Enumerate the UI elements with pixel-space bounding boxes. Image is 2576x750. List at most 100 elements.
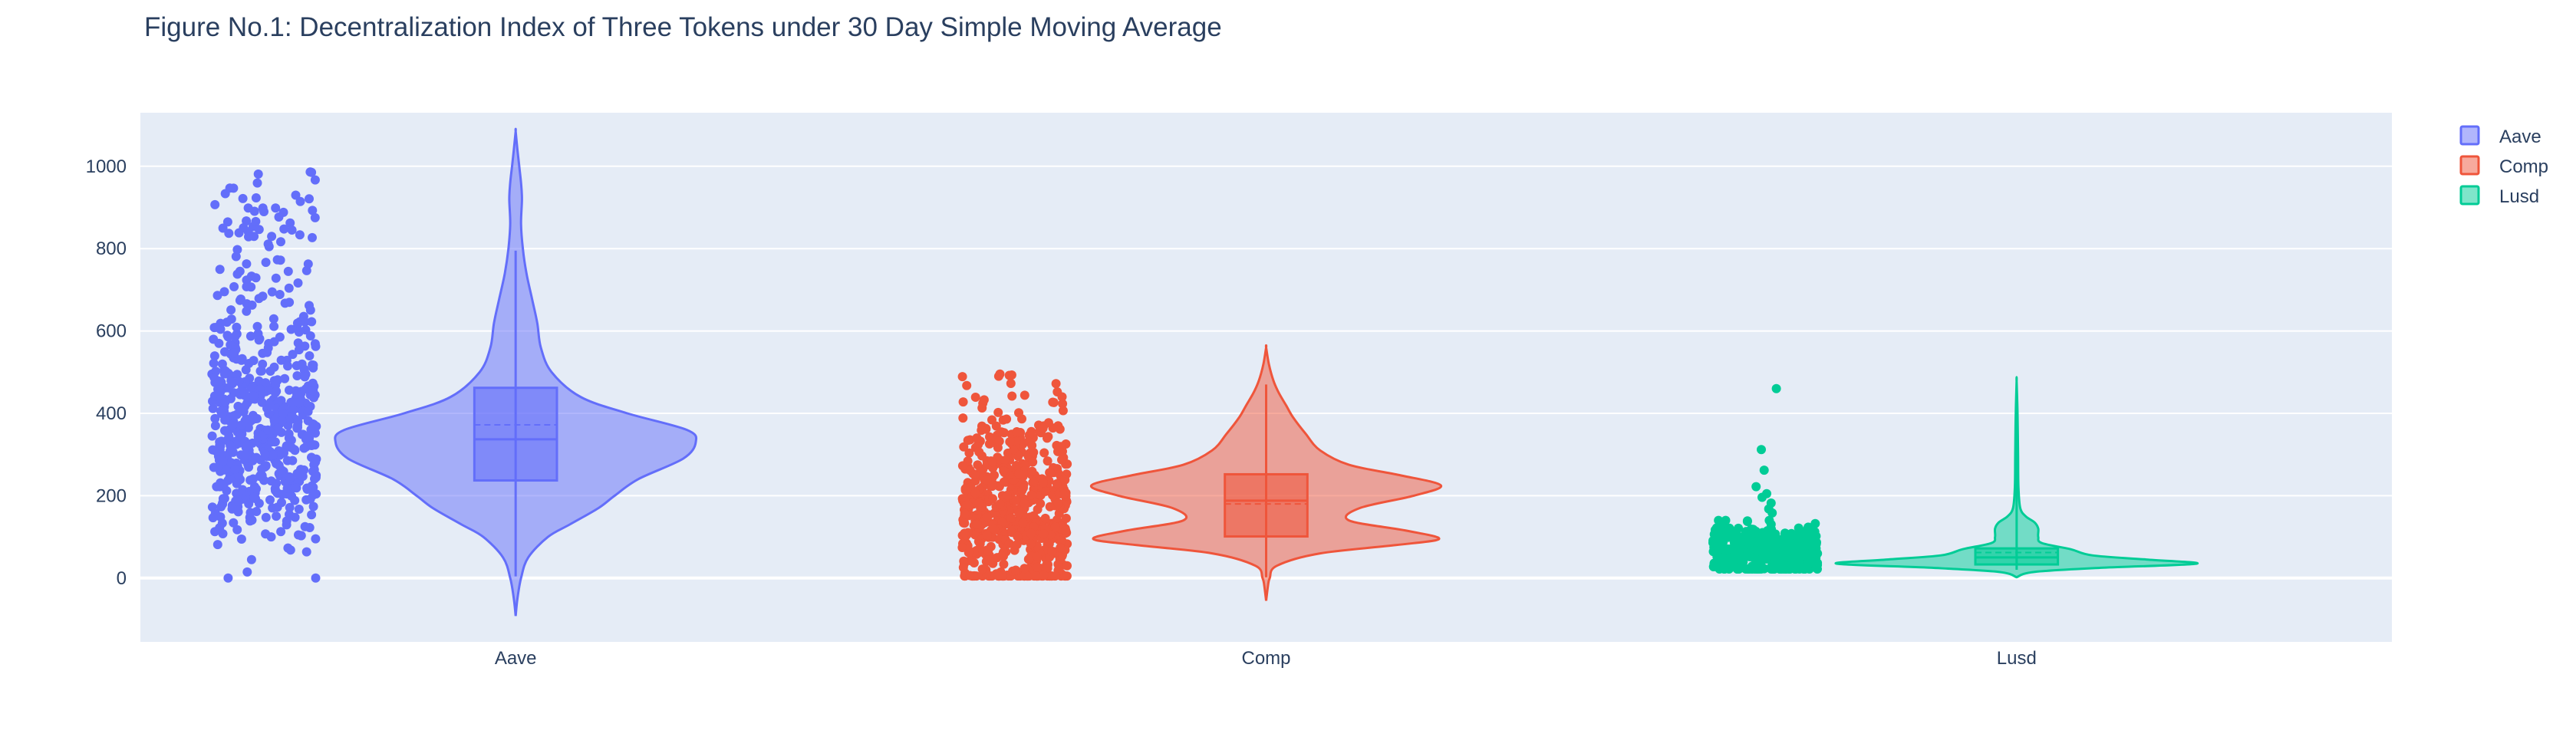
x-tick-label: Aave xyxy=(495,648,537,669)
legend[interactable]: Aave Comp Lusd xyxy=(2459,125,2548,207)
legend-swatch xyxy=(2459,185,2480,206)
data-point xyxy=(300,521,310,531)
data-point xyxy=(220,397,230,407)
data-point xyxy=(285,385,294,395)
data-point xyxy=(285,218,295,228)
data-point xyxy=(1038,423,1048,433)
data-point xyxy=(286,397,296,407)
data-point xyxy=(1050,571,1060,581)
data-point xyxy=(279,224,289,234)
data-point xyxy=(215,523,225,533)
data-point xyxy=(207,502,217,512)
data-point xyxy=(217,359,227,369)
data-point xyxy=(1768,564,1778,574)
data-point xyxy=(212,322,222,332)
data-point xyxy=(1061,525,1071,535)
data-point xyxy=(1046,530,1056,540)
data-point xyxy=(276,237,285,247)
points-comp xyxy=(957,369,1072,581)
data-point xyxy=(1011,495,1021,505)
data-point xyxy=(1027,466,1037,476)
data-point xyxy=(1052,479,1062,488)
legend-item-comp[interactable]: Comp xyxy=(2459,155,2548,177)
data-point xyxy=(249,391,259,401)
data-point xyxy=(1719,564,1729,574)
data-point xyxy=(987,457,997,467)
data-point xyxy=(287,443,297,452)
data-point xyxy=(221,465,231,475)
legend-item-lusd[interactable]: Lusd xyxy=(2459,185,2539,207)
data-point xyxy=(1800,541,1810,551)
data-point xyxy=(301,384,311,394)
data-point xyxy=(987,415,996,425)
data-point xyxy=(257,464,266,474)
data-point xyxy=(961,501,971,510)
data-point xyxy=(1002,414,1012,424)
data-point xyxy=(1810,557,1820,567)
data-point xyxy=(972,519,982,529)
data-point xyxy=(1041,486,1050,496)
data-point xyxy=(210,199,220,209)
data-point xyxy=(1060,571,1070,581)
legend-swatch xyxy=(2459,155,2480,176)
data-point xyxy=(1027,440,1037,450)
data-point xyxy=(285,545,295,555)
data-point xyxy=(1799,564,1809,574)
y-tick-label: 1000 xyxy=(86,156,127,177)
data-point xyxy=(209,334,219,344)
data-point xyxy=(1029,447,1039,457)
data-point xyxy=(209,358,219,368)
data-point xyxy=(960,518,970,528)
data-point xyxy=(254,335,264,345)
data-point xyxy=(255,472,265,482)
data-point xyxy=(977,564,987,574)
legend-item-aave[interactable]: Aave xyxy=(2459,125,2541,147)
data-point xyxy=(259,207,268,216)
data-point xyxy=(1712,551,1722,561)
data-point xyxy=(290,495,300,505)
data-point xyxy=(253,169,263,179)
data-point xyxy=(287,225,297,235)
data-point xyxy=(255,366,265,376)
y-tick-label: 200 xyxy=(96,485,127,506)
data-point xyxy=(263,385,273,395)
data-point xyxy=(1009,445,1019,455)
data-point xyxy=(310,212,320,222)
data-point xyxy=(1046,468,1056,478)
data-point xyxy=(1048,397,1058,407)
data-point xyxy=(215,265,225,275)
data-point xyxy=(249,356,259,366)
data-point xyxy=(1032,571,1042,581)
trace-aave xyxy=(207,127,698,617)
outlier-point xyxy=(1757,492,1767,502)
data-point xyxy=(311,454,321,464)
data-point xyxy=(232,322,242,332)
data-point xyxy=(1014,408,1023,418)
data-point xyxy=(238,193,248,203)
data-point xyxy=(251,273,261,283)
data-point xyxy=(1005,437,1015,447)
data-point xyxy=(245,331,255,341)
data-point xyxy=(269,416,279,426)
data-point xyxy=(235,266,245,276)
data-point xyxy=(999,466,1009,475)
data-point xyxy=(1780,530,1790,540)
data-point xyxy=(988,494,997,504)
data-point xyxy=(216,441,226,451)
data-point xyxy=(272,479,282,488)
data-point xyxy=(251,453,261,463)
data-point xyxy=(267,437,277,447)
points-aave xyxy=(207,167,321,583)
data-point xyxy=(299,443,309,453)
data-point xyxy=(1742,517,1752,526)
data-point xyxy=(1013,531,1023,541)
data-point xyxy=(265,367,275,376)
data-point xyxy=(1735,543,1745,553)
data-point xyxy=(1755,546,1765,556)
data-point xyxy=(307,441,317,450)
data-point xyxy=(975,539,985,549)
data-point xyxy=(1742,551,1752,561)
data-point xyxy=(267,232,277,242)
data-point xyxy=(227,504,237,514)
data-point xyxy=(311,472,321,482)
